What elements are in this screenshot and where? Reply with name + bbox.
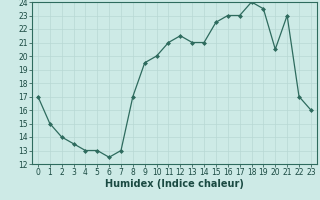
- X-axis label: Humidex (Indice chaleur): Humidex (Indice chaleur): [105, 179, 244, 189]
